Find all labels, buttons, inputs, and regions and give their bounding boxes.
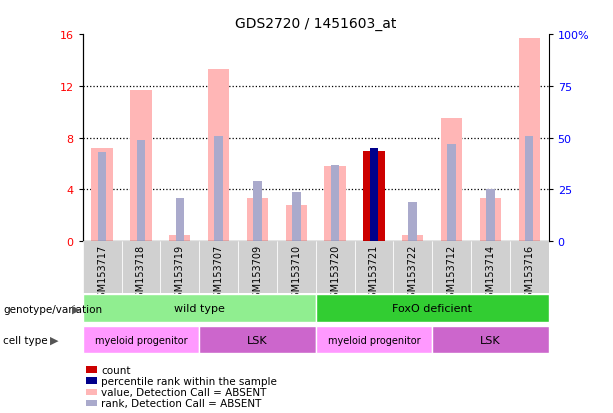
Bar (247, 199, 268, 242)
Text: GSM153719: GSM153719 (175, 244, 185, 303)
Bar (316, 295, 549, 323)
Bar (471, 242, 510, 293)
Text: genotype/variation: genotype/variation (3, 304, 102, 314)
Bar (447, 145, 456, 242)
Bar (238, 242, 277, 293)
Bar (486, 190, 495, 242)
Text: myeloid progenitor: myeloid progenitor (94, 335, 188, 345)
Bar (277, 242, 316, 293)
Bar (519, 39, 540, 242)
Bar (292, 192, 300, 242)
Bar (402, 235, 424, 242)
Text: wild type: wild type (174, 304, 224, 314)
Text: FoxO deficient: FoxO deficient (392, 304, 472, 314)
Bar (408, 202, 417, 242)
Bar (525, 136, 533, 242)
Text: GSM153720: GSM153720 (330, 244, 340, 303)
Text: cell type: cell type (3, 335, 48, 345)
Bar (137, 140, 145, 242)
Bar (121, 242, 161, 293)
Text: LSK: LSK (480, 335, 501, 345)
Bar (331, 165, 340, 242)
Bar (370, 149, 378, 242)
Bar (441, 119, 462, 242)
Text: count: count (101, 365, 131, 375)
Bar (253, 182, 262, 242)
Bar (83, 242, 121, 293)
Bar (432, 326, 549, 354)
Text: GSM153717: GSM153717 (97, 244, 107, 303)
Text: rank, Detection Call = ABSENT: rank, Detection Call = ABSENT (101, 398, 262, 408)
Text: GSM153707: GSM153707 (214, 244, 224, 303)
Text: GSM153710: GSM153710 (291, 244, 301, 303)
Text: GSM153716: GSM153716 (524, 244, 534, 303)
Bar (316, 326, 432, 354)
Bar (175, 198, 184, 242)
Bar (394, 242, 432, 293)
Bar (91, 149, 113, 242)
Bar (480, 199, 501, 242)
Text: ▶: ▶ (50, 335, 59, 345)
Text: value, Detection Call = ABSENT: value, Detection Call = ABSENT (101, 387, 267, 397)
Text: ▶: ▶ (72, 304, 81, 314)
Bar (83, 326, 199, 354)
Bar (316, 242, 354, 293)
Text: percentile rank within the sample: percentile rank within the sample (101, 376, 277, 386)
Bar (510, 242, 549, 293)
Bar (324, 167, 346, 242)
Bar (83, 295, 316, 323)
Text: GSM153709: GSM153709 (253, 244, 262, 303)
Bar (199, 326, 316, 354)
Bar (364, 151, 384, 242)
Bar (208, 70, 229, 242)
Bar (354, 242, 394, 293)
Bar (286, 206, 307, 242)
Text: LSK: LSK (247, 335, 268, 345)
Bar (370, 149, 378, 242)
Bar (131, 90, 151, 242)
Text: GSM153722: GSM153722 (408, 244, 417, 304)
Text: GSM153718: GSM153718 (136, 244, 146, 303)
Title: GDS2720 / 1451603_at: GDS2720 / 1451603_at (235, 17, 397, 31)
Text: GSM153721: GSM153721 (369, 244, 379, 303)
Bar (364, 151, 384, 242)
Bar (161, 242, 199, 293)
Text: GSM153712: GSM153712 (447, 244, 457, 303)
Text: GSM153714: GSM153714 (485, 244, 495, 303)
Bar (199, 242, 238, 293)
Text: myeloid progenitor: myeloid progenitor (327, 335, 421, 345)
Bar (215, 136, 223, 242)
Bar (169, 235, 191, 242)
Bar (432, 242, 471, 293)
Bar (98, 153, 107, 242)
